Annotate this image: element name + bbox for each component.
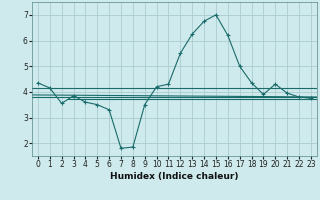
X-axis label: Humidex (Indice chaleur): Humidex (Indice chaleur) [110, 172, 239, 181]
